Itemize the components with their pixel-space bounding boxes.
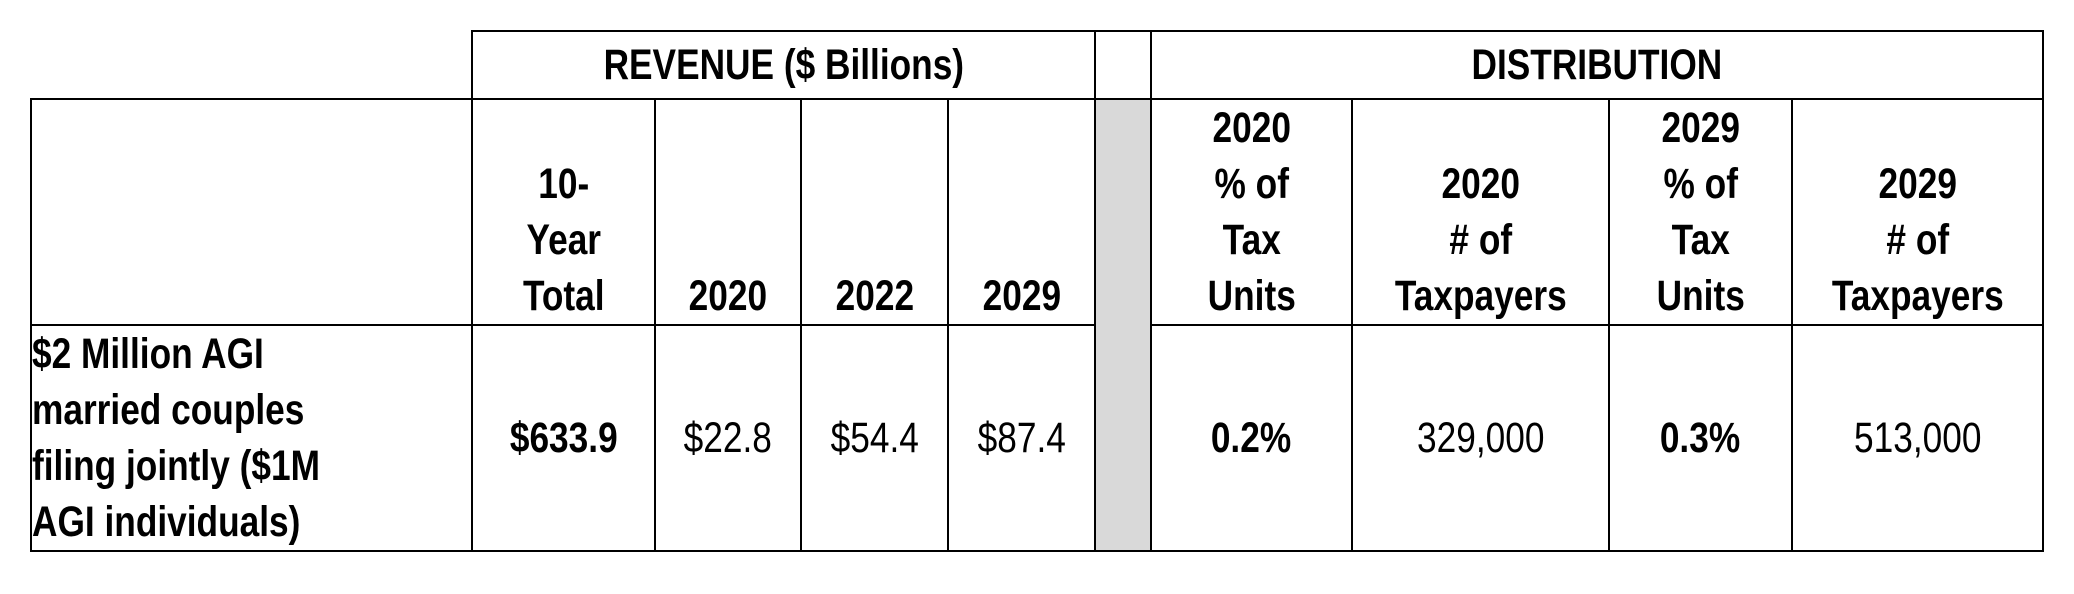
num-2029-header: 2029 # of Taxpayers [1790, 98, 2045, 326]
column-header-row: 10- Year Total 2020 2022 2029 2020 % of … [30, 98, 2045, 552]
year-2029-header-label: 2029 [982, 272, 1061, 320]
num-2029-header-line: Taxpayers [1831, 272, 2004, 320]
pct-2020-value: 0.2% [1150, 324, 1353, 552]
num-2029-header-line: # of [1886, 216, 1949, 264]
pct-2029-header-line: 2029 [1661, 104, 1740, 152]
ten-year-total-header-line: Year [526, 216, 601, 264]
year-2022-value: $54.4 [800, 324, 949, 552]
row-label-line: married couples [32, 386, 305, 434]
distribution-group-header: DISTRIBUTION [1149, 30, 2045, 100]
num-2020-header-line: 2020 [1441, 160, 1520, 208]
num-2020-header-line: Taxpayers [1394, 272, 1567, 320]
num-2029-header-line: 2029 [1878, 160, 1957, 208]
revenue-distribution-table: REVENUE ($ Billions) DISTRIBUTION 10- Ye… [30, 30, 2045, 552]
revenue-group-label: REVENUE ($ Billions) [603, 40, 964, 89]
ten-year-total-value: $633.9 [471, 324, 656, 552]
year-2020-header-label: 2020 [688, 272, 768, 320]
ten-year-total-header: 10- Year Total [471, 98, 656, 326]
row-label-line: $2 Million AGI [32, 330, 264, 378]
num-2020-value: 329,000 [1351, 324, 1610, 552]
group-gap-cell [1094, 30, 1152, 100]
group-header-row: REVENUE ($ Billions) DISTRIBUTION [31, 30, 2045, 100]
num-2020-header-line: # of [1449, 216, 1512, 264]
revenue-group-header: REVENUE ($ Billions) [471, 30, 1096, 100]
pct-2029-header-line: Tax [1671, 216, 1730, 264]
pct-2029-header-line: Units [1656, 272, 1745, 320]
pct-2020-header: 2020 % of Tax Units [1150, 98, 1353, 326]
row-label-header [30, 98, 473, 326]
year-2029-value: $87.4 [947, 324, 1096, 552]
year-2022-header-label: 2022 [835, 272, 914, 320]
pct-2020-header-line: 2020 [1212, 104, 1291, 152]
pct-2029-header-line: % of [1663, 160, 1738, 208]
pct-2020-header-line: Tax [1222, 216, 1281, 264]
num-2020-header: 2020 # of Taxpayers [1351, 98, 1610, 326]
pct-2020-header-line: % of [1214, 160, 1289, 208]
table-row: $2 Million AGI married couples filing jo… [30, 324, 2045, 552]
row-label-line: AGI individuals) [32, 498, 301, 546]
ten-year-total-header-line: Total [522, 272, 605, 320]
shaded-separator-column [1094, 98, 1152, 552]
num-2029-value: 513,000 [1790, 324, 2045, 552]
year-2029-header: 2029 [947, 98, 1096, 326]
ten-year-total-header-line: 10- [538, 160, 589, 208]
pct-2029-header: 2029 % of Tax Units [1608, 98, 1793, 326]
distribution-group-label: DISTRIBUTION [1471, 40, 1723, 89]
year-2022-header: 2022 [800, 98, 949, 326]
empty-corner-cell [31, 31, 472, 99]
pct-2020-header-line: Units [1207, 272, 1296, 320]
pct-2029-value: 0.3% [1608, 324, 1793, 552]
row-label-cell: $2 Million AGI married couples filing jo… [30, 324, 473, 552]
year-2020-value: $22.8 [654, 324, 802, 552]
row-label-line: filing jointly ($1M [32, 442, 320, 490]
year-2020-header: 2020 [654, 98, 802, 326]
